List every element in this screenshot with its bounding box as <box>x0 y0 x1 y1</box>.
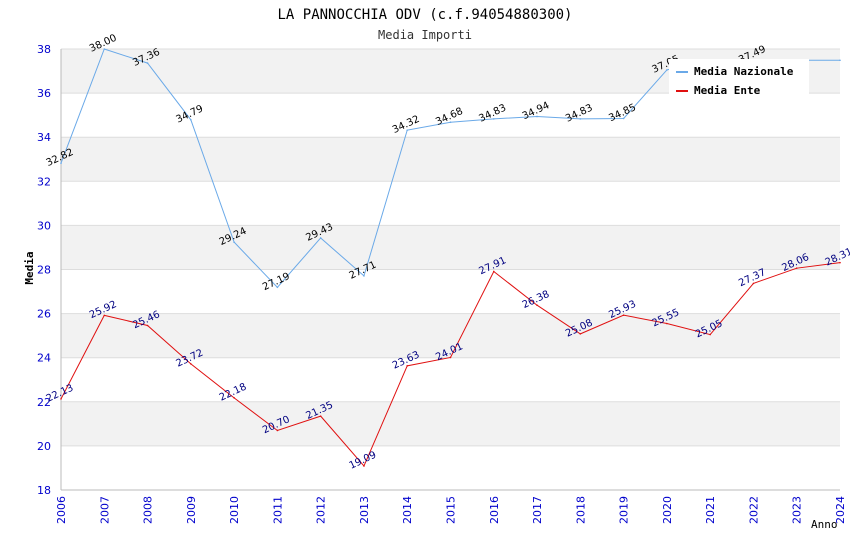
data-point <box>839 261 841 264</box>
data-point <box>579 333 582 335</box>
x-tick-label: 2008 <box>142 496 155 524</box>
data-point <box>536 304 538 307</box>
x-tick-label: 2016 <box>488 496 501 524</box>
data-point <box>579 118 582 120</box>
x-tick-label: 2006 <box>55 496 68 524</box>
data-point <box>622 117 625 120</box>
y-tick-label: 36 <box>37 87 51 100</box>
x-tick-label: 2013 <box>358 496 371 524</box>
data-point <box>233 397 235 399</box>
data-point <box>449 121 452 124</box>
x-tick-label: 2018 <box>574 496 587 524</box>
data-point <box>103 48 106 50</box>
data-point <box>492 118 495 120</box>
y-axis-ticks: 18 20 22 24 26 28 30 32 34 36 38 <box>37 43 51 497</box>
data-point <box>60 162 62 165</box>
data-point <box>406 129 409 131</box>
data-point <box>536 115 538 118</box>
data-point <box>709 333 711 336</box>
data-point <box>449 356 452 359</box>
data-point <box>492 270 495 273</box>
data-point <box>752 282 755 285</box>
data-point <box>146 324 149 327</box>
data-point <box>666 69 668 71</box>
data-point <box>233 241 235 243</box>
legend-box <box>669 59 809 99</box>
x-tick-label: 2020 <box>661 496 674 524</box>
x-axis-ticks: 2006 2007 2008 2009 2010 2011 2012 2013 2014 2015… <box>55 496 847 524</box>
y-tick-label: 34 <box>37 131 51 144</box>
y-axis-label: Media <box>23 251 36 284</box>
x-tick-label: 2023 <box>791 496 804 524</box>
plot-band <box>61 181 840 226</box>
y-tick-label: 38 <box>37 43 51 56</box>
axes <box>60 49 840 491</box>
data-point <box>363 465 365 467</box>
plot-band <box>61 313 840 358</box>
plot-band <box>61 357 840 402</box>
x-tick-label: 2015 <box>445 496 458 524</box>
chart-subtitle: Media Importi <box>378 28 472 42</box>
y-tick-label: 20 <box>37 440 51 453</box>
y-tick-label: 18 <box>37 484 51 497</box>
x-tick-label: 2017 <box>531 496 544 524</box>
plot-band <box>61 445 840 490</box>
y-tick-label: 22 <box>37 396 51 409</box>
plot-band <box>61 93 840 138</box>
x-tick-label: 2022 <box>747 496 760 524</box>
legend: Media Nazionale Media Ente <box>669 59 809 99</box>
data-point <box>319 415 322 417</box>
data-point <box>190 118 192 121</box>
data-point <box>190 363 192 365</box>
data-point <box>363 275 365 277</box>
data-point <box>276 429 279 432</box>
plot-band <box>61 269 840 314</box>
plot-band <box>61 137 840 182</box>
legend-label-ente: Media Ente <box>694 84 761 97</box>
data-point <box>319 237 322 239</box>
y-tick-label: 26 <box>37 308 51 321</box>
x-tick-label: 2007 <box>98 496 111 524</box>
data-point <box>103 314 106 317</box>
data-point <box>406 365 409 367</box>
data-point <box>60 398 62 400</box>
x-tick-label: 2019 <box>618 496 631 524</box>
data-point <box>666 322 668 325</box>
x-tick-label: 2014 <box>401 496 414 524</box>
x-tick-label: 2012 <box>315 496 328 524</box>
data-point <box>839 59 841 62</box>
data-point <box>276 286 279 289</box>
data-point <box>795 267 798 269</box>
y-tick-label: 24 <box>37 352 51 365</box>
plot-band <box>61 401 840 446</box>
y-tick-label: 28 <box>37 264 51 277</box>
y-tick-label: 30 <box>37 219 51 232</box>
x-axis-label: Anno <box>811 518 838 531</box>
data-point <box>622 314 625 316</box>
x-tick-label: 2009 <box>185 496 198 524</box>
plot-band <box>61 225 840 270</box>
data-point <box>146 62 149 64</box>
x-tick-label: 2010 <box>228 496 241 524</box>
y-tick-label: 32 <box>37 175 51 188</box>
legend-label-nazionale: Media Nazionale <box>694 65 794 78</box>
plot-bands <box>61 49 840 490</box>
chart-title: LA PANNOCCHIA ODV (c.f.94054880300) <box>277 7 572 23</box>
x-tick-label: 2024 <box>834 496 847 524</box>
x-tick-label: 2021 <box>704 496 717 524</box>
x-tick-label: 2011 <box>271 496 284 524</box>
